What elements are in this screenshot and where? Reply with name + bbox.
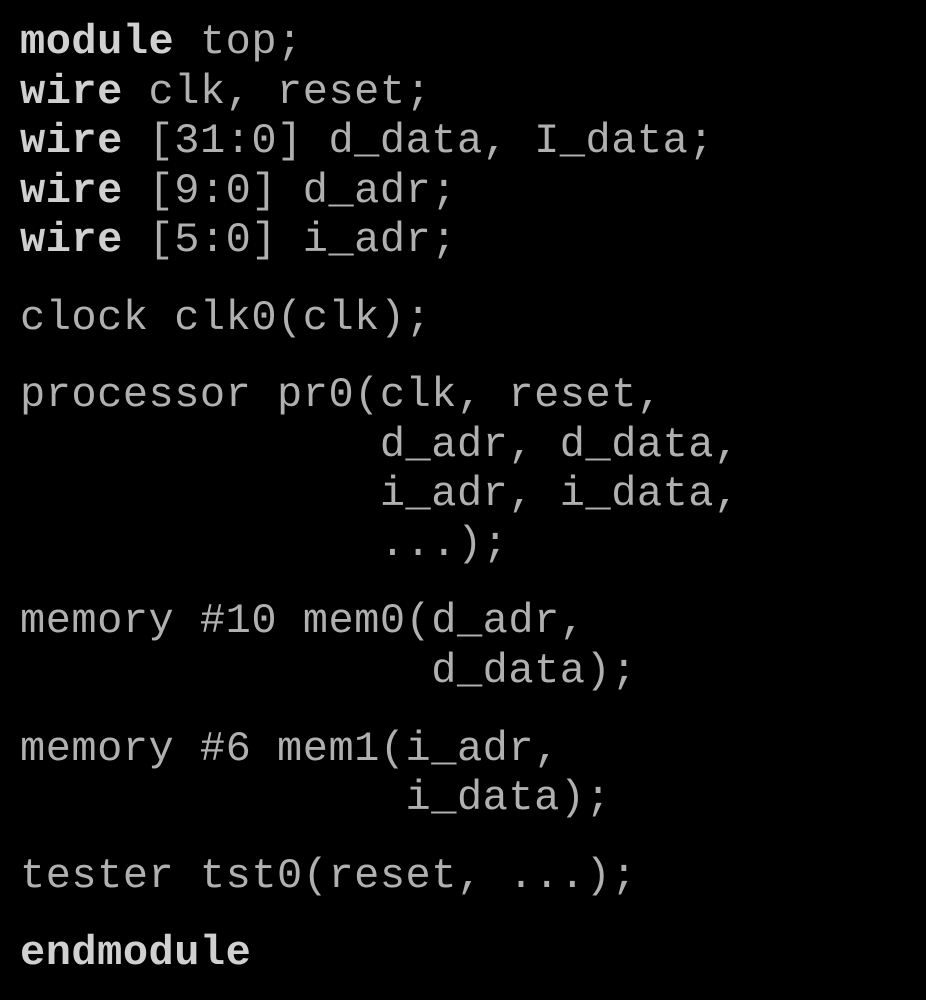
code-paragraph: module top;wire clk, reset;wire [31:0] d…	[20, 18, 906, 266]
text-token: tester tst0(reset, ...);	[20, 852, 637, 900]
text-token: memory #6 mem1(i_adr,	[20, 725, 560, 773]
code-paragraph: clock clk0(clk);	[20, 294, 906, 344]
code-paragraph: memory #10 mem0(d_adr, d_data);	[20, 597, 906, 696]
text-token: i_adr, i_data,	[20, 470, 740, 518]
code-line: endmodule	[20, 929, 906, 979]
code-line: ...);	[20, 520, 906, 570]
code-line: d_adr, d_data,	[20, 421, 906, 471]
code-line: module top;	[20, 18, 906, 68]
code-line: wire [5:0] i_adr;	[20, 216, 906, 266]
keyword-token: wire	[20, 167, 123, 215]
text-token: i_data);	[20, 774, 611, 822]
code-line: clock clk0(clk);	[20, 294, 906, 344]
code-paragraph: processor pr0(clk, reset, d_adr, d_data,…	[20, 371, 906, 569]
code-line: tester tst0(reset, ...);	[20, 852, 906, 902]
text-token: ...);	[20, 520, 508, 568]
text-token: clock clk0(clk);	[20, 294, 431, 342]
text-token: d_data);	[20, 647, 637, 695]
keyword-token: wire	[20, 216, 123, 264]
code-line: wire [31:0] d_data, I_data;	[20, 117, 906, 167]
code-line: i_data);	[20, 774, 906, 824]
keyword-token: module	[20, 18, 174, 66]
text-token: top;	[174, 18, 303, 66]
keyword-token: wire	[20, 68, 123, 116]
text-token: clk, reset;	[123, 68, 431, 116]
code-line: i_adr, i_data,	[20, 470, 906, 520]
text-token: [31:0] d_data, I_data;	[123, 117, 714, 165]
code-block: module top;wire clk, reset;wire [31:0] d…	[0, 0, 926, 997]
keyword-token: endmodule	[20, 929, 251, 977]
code-line: d_data);	[20, 647, 906, 697]
text-token: memory #10 mem0(d_adr,	[20, 597, 586, 645]
code-line: wire clk, reset;	[20, 68, 906, 118]
code-line: memory #6 mem1(i_adr,	[20, 725, 906, 775]
code-line: memory #10 mem0(d_adr,	[20, 597, 906, 647]
text-token: d_adr, d_data,	[20, 421, 740, 469]
code-line: processor pr0(clk, reset,	[20, 371, 906, 421]
code-paragraph: tester tst0(reset, ...);	[20, 852, 906, 902]
text-token: [9:0] d_adr;	[123, 167, 457, 215]
text-token: processor pr0(clk, reset,	[20, 371, 663, 419]
code-paragraph: endmodule	[20, 929, 906, 979]
text-token: [5:0] i_adr;	[123, 216, 457, 264]
code-paragraph: memory #6 mem1(i_adr, i_data);	[20, 725, 906, 824]
code-line: wire [9:0] d_adr;	[20, 167, 906, 217]
keyword-token: wire	[20, 117, 123, 165]
